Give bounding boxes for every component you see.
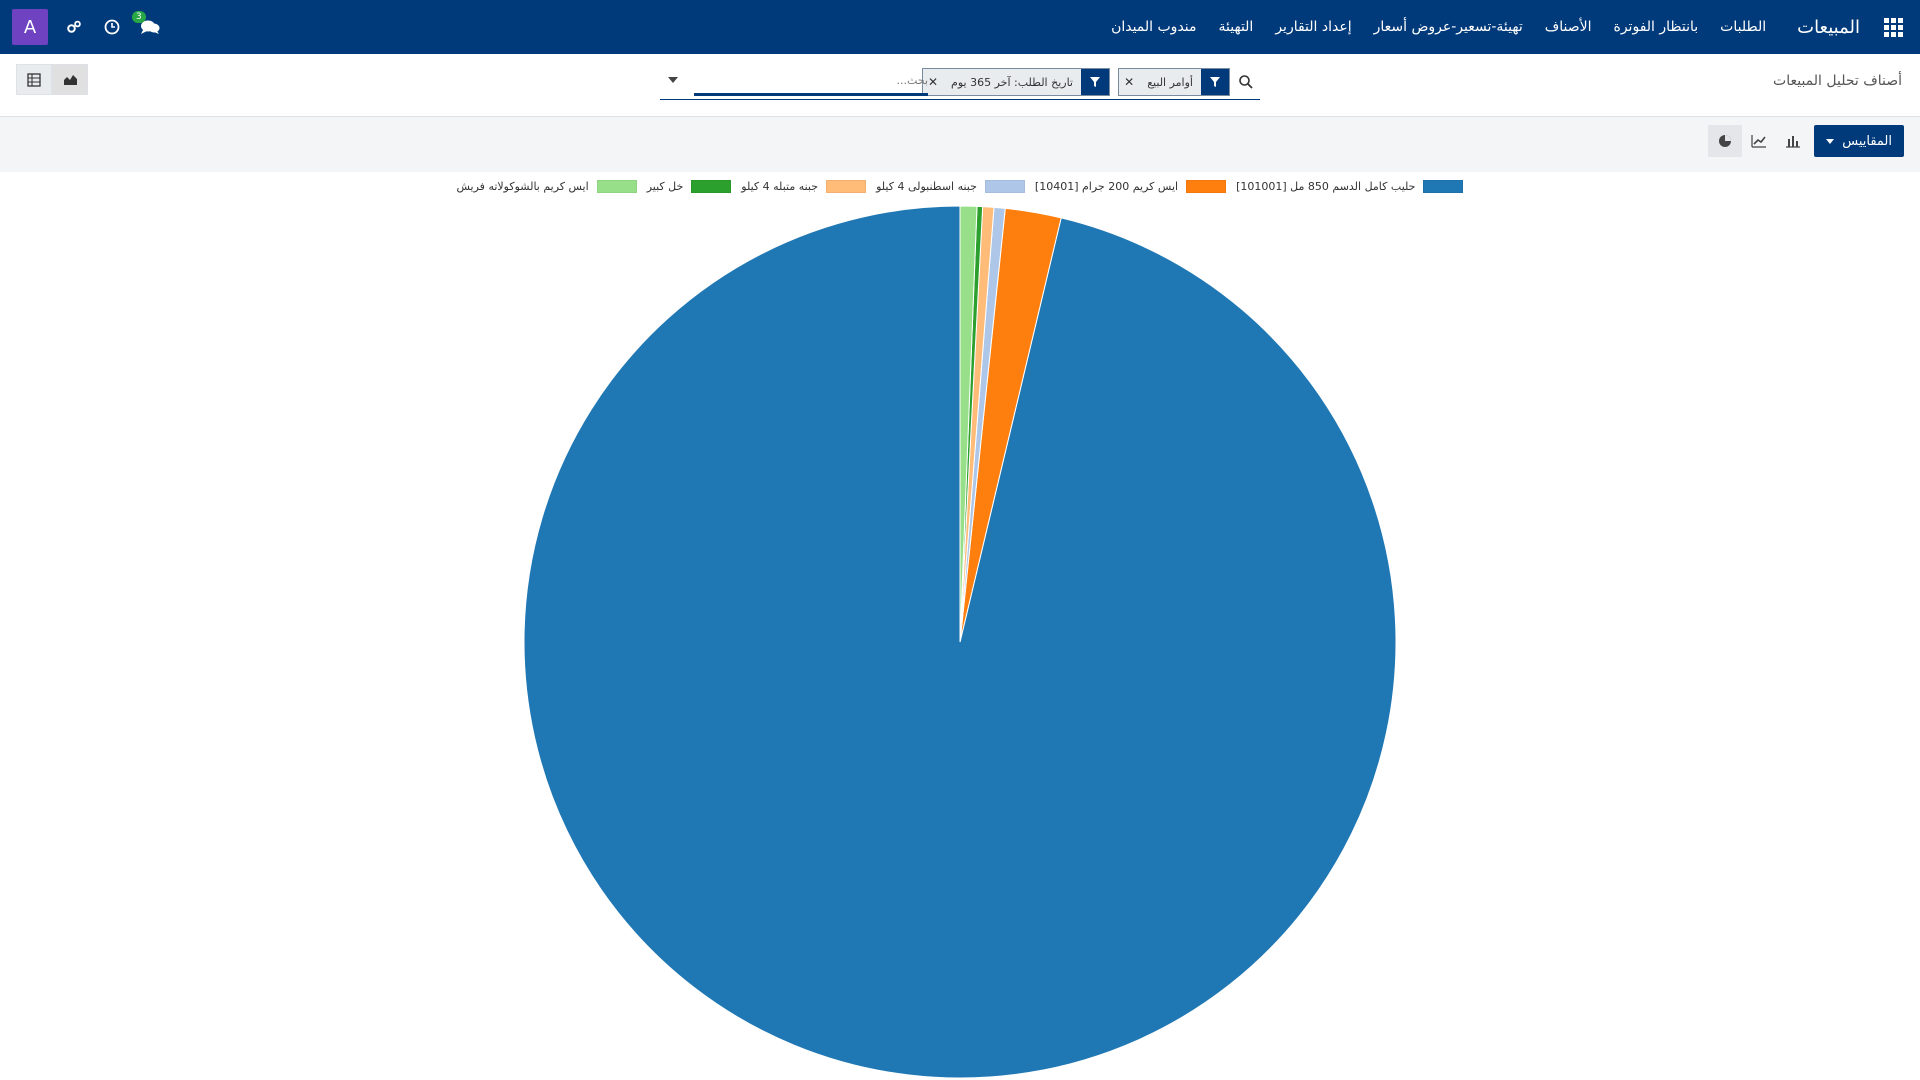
close-icon[interactable]: ✕ [928, 75, 939, 89]
legend-label: جبنه متبله 4 كيلو [741, 180, 819, 193]
search-facet-sale-orders: أوامر البيع ✕ [1118, 68, 1230, 96]
graph-area: [101001] حليب كامل الدسم 850 مل [10401] ا… [0, 172, 1920, 1080]
control-panel: أصناف تحليل المبيعات أوامر البيع ✕ تاريخ… [0, 54, 1920, 117]
search-input[interactable] [694, 68, 928, 96]
breadcrumb: أصناف تحليل المبيعات [1773, 73, 1902, 89]
clock-icon[interactable] [100, 15, 124, 39]
search-icon[interactable] [1238, 74, 1254, 90]
chat-badge: 3 [132, 11, 146, 23]
legend-swatch [1186, 180, 1227, 193]
menu-item-configuration[interactable]: التهيئة [1218, 19, 1254, 35]
pivot-view-icon[interactable] [16, 64, 52, 95]
menu-item-reporting[interactable]: إعداد التقارير [1275, 19, 1352, 35]
chat-icon[interactable]: 3 [132, 11, 162, 39]
apps-grid-icon[interactable] [1866, 0, 1920, 54]
legend-item-0[interactable]: [101001] حليب كامل الدسم 850 مل [1236, 180, 1464, 193]
top-navbar: المبيعات الطلبات بانتظار الفوترة الأصناف… [0, 0, 1920, 54]
facet-value: أوامر البيع [1147, 75, 1193, 89]
legend-swatch [1423, 180, 1464, 193]
facet-value: تاريخ الطلب: آخر 365 يوم [951, 75, 1073, 89]
menu-item-field-rep[interactable]: مندوب الميدان [1111, 19, 1197, 35]
main-menu: الطلبات بانتظار الفوترة الأصناف تهيئة-تس… [1100, 0, 1777, 54]
filter-icon [1201, 69, 1229, 95]
navbar-systray: A 3 [12, 0, 162, 54]
menu-item-products[interactable]: الأصناف [1544, 19, 1592, 35]
measures-dropdown-button[interactable]: المقاييس [1814, 125, 1904, 157]
menu-item-pricing[interactable]: تهيئة-تسعير-عروض أسعار [1373, 19, 1523, 35]
legend-item-1[interactable]: [10401] ايس كريم 200 جرام [1034, 180, 1227, 193]
bar-chart-icon[interactable] [1776, 125, 1810, 157]
legend-label: خل كبير [646, 180, 684, 193]
legend-item-2[interactable]: جبنه اسطنبولى 4 كيلو [876, 180, 1025, 193]
legend-label: [10401] ايس كريم 200 جرام [1034, 180, 1179, 193]
legend-item-4[interactable]: خل كبير [647, 180, 732, 193]
search-options-toggle-icon[interactable] [668, 77, 678, 83]
app-brand[interactable]: المبيعات [1797, 16, 1860, 38]
legend-item-3[interactable]: جبنه متبله 4 كيلو [741, 180, 867, 193]
settings-icon[interactable] [62, 15, 86, 39]
search-facet-order-date: تاريخ الطلب: آخر 365 يوم ✕ [922, 68, 1110, 96]
graph-view-icon[interactable] [52, 64, 88, 95]
pie-chart [523, 205, 1397, 1079]
pie-slice-5[interactable] [959, 205, 978, 643]
menu-item-orders[interactable]: الطلبات [1720, 19, 1767, 35]
legend-label: ايس كريم بالشوكولاته فريش [456, 180, 589, 193]
legend-swatch [596, 180, 637, 193]
view-switcher [16, 64, 88, 95]
legend-swatch [984, 180, 1025, 193]
avatar[interactable]: A [12, 9, 48, 45]
legend-swatch [826, 180, 867, 193]
filter-icon [1081, 69, 1109, 95]
graph-toolbar: المقاييس [0, 117, 1920, 172]
legend-item-5[interactable]: ايس كريم بالشوكولاته فريش [457, 180, 637, 193]
legend-label: [101001] حليب كامل الدسم 850 مل [1236, 180, 1416, 193]
caret-down-icon [1826, 138, 1835, 144]
menu-item-to-invoice[interactable]: بانتظار الفوترة [1613, 19, 1699, 35]
close-icon[interactable]: ✕ [1124, 75, 1135, 89]
legend-swatch [691, 180, 732, 193]
pie-chart-icon[interactable] [1708, 125, 1742, 157]
measures-label: المقاييس [1842, 133, 1892, 149]
legend-label: جبنه اسطنبولى 4 كيلو [876, 180, 977, 193]
line-chart-icon[interactable] [1742, 125, 1776, 157]
chart-legend: [101001] حليب كامل الدسم 850 مل [10401] ا… [0, 180, 1920, 193]
search-bar: أوامر البيع ✕ تاريخ الطلب: آخر 365 يوم ✕ [660, 64, 1260, 100]
chart-type-switcher [1708, 125, 1810, 157]
